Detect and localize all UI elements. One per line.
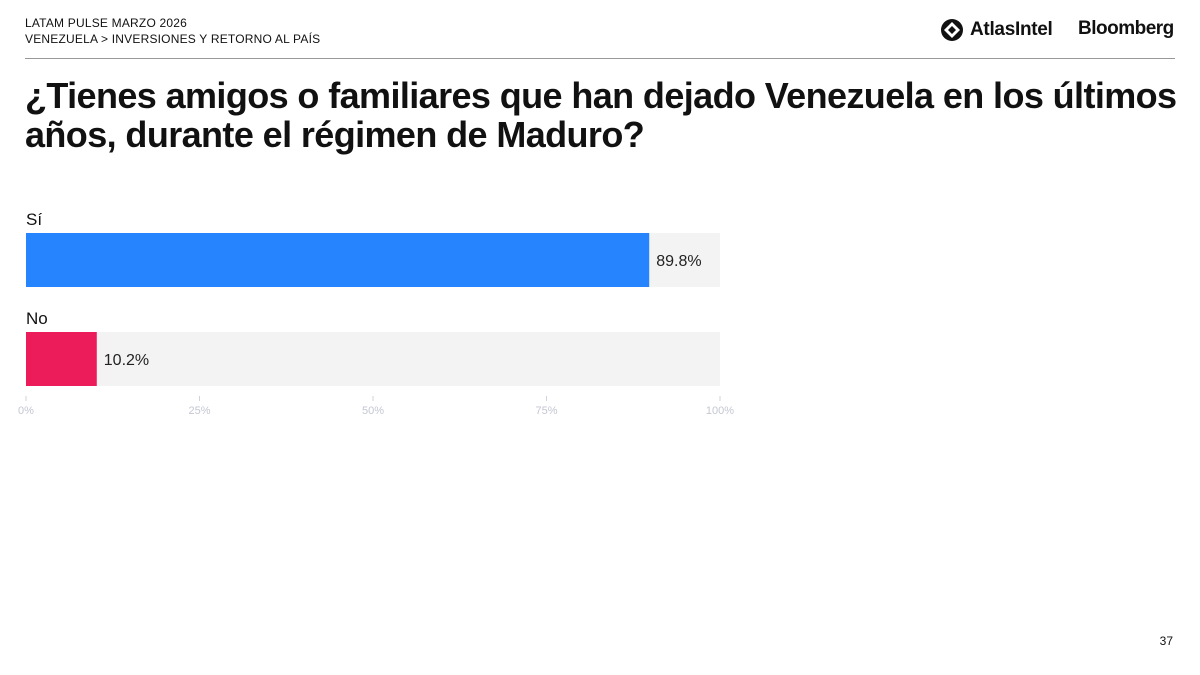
x-tick-label: 0% — [18, 405, 34, 417]
page-title: ¿Tienes amigos o familiares que han deja… — [25, 75, 1177, 155]
header-divider — [25, 58, 1175, 59]
bar-no — [26, 332, 97, 386]
x-tick-label: 50% — [362, 405, 384, 417]
x-tick-label: 75% — [535, 405, 557, 417]
atlasintel-logo: AtlasIntel — [940, 17, 1053, 43]
bloomberg-logo: Bloomberg — [1078, 18, 1174, 39]
atlasintel-logo-text: AtlasIntel — [970, 19, 1053, 40]
bar-track-no — [26, 332, 720, 386]
x-tick-label: 100% — [706, 405, 734, 417]
data-label-si: 89.8% — [656, 253, 701, 270]
atlasintel-logo-icon — [941, 19, 963, 41]
data-label-no: 10.2% — [104, 352, 149, 369]
header-survey-name: LATAM PULSE MARZO 2026 — [25, 16, 188, 30]
bar-si — [26, 233, 650, 287]
category-label-no: No — [26, 309, 48, 328]
x-tick-label: 25% — [188, 405, 210, 417]
category-label-si: Sí — [26, 210, 42, 229]
header-breadcrumb: VENEZUELA > INVERSIONES Y RETORNO AL PAÍ… — [25, 32, 321, 46]
page-number: 37 — [1159, 634, 1173, 648]
